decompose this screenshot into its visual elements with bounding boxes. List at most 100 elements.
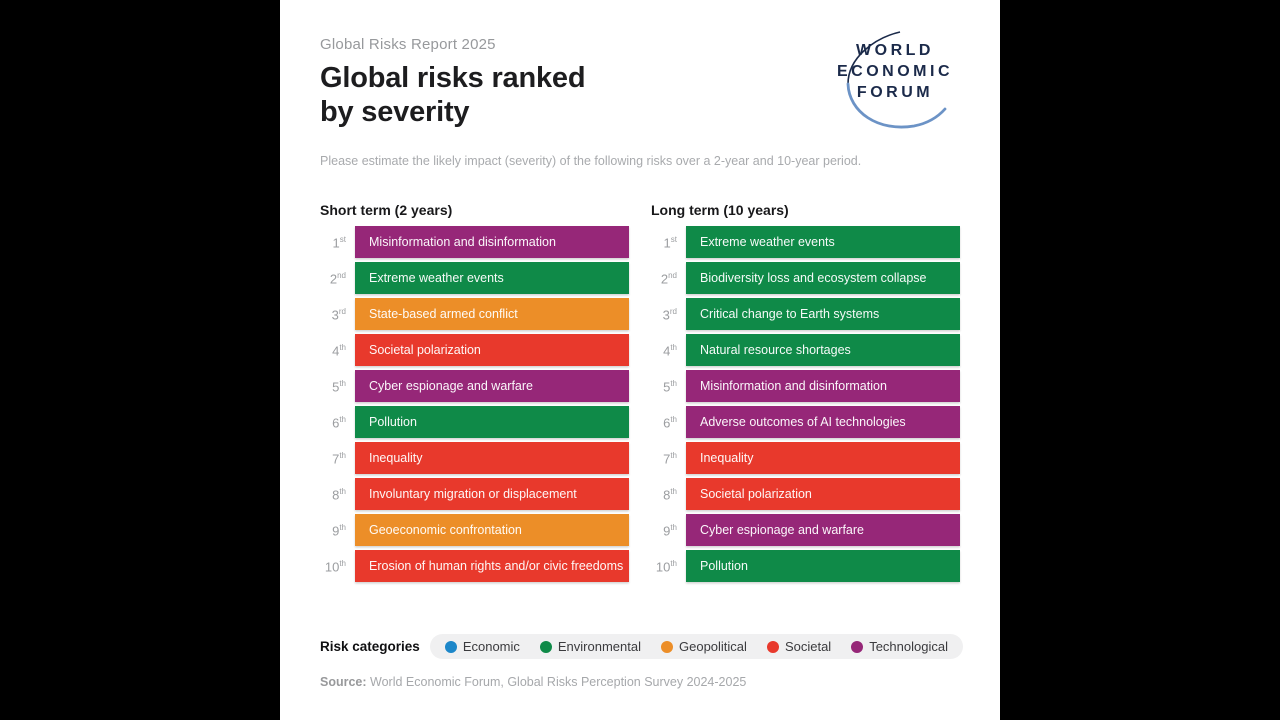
rank-label: 1st	[332, 234, 346, 250]
risk-row: 1st Extreme weather events	[651, 226, 960, 259]
wef-swoosh-icon	[846, 31, 947, 129]
source-text: World Economic Forum, Global Risks Perce…	[366, 675, 747, 690]
risk-label: Adverse outcomes of AI technologies	[700, 415, 906, 430]
risk-label: Involuntary migration or displacement	[369, 487, 577, 502]
risk-label: Critical change to Earth systems	[700, 307, 880, 322]
risk-row: 3rd State-based armed conflict	[320, 298, 629, 331]
risk-bar: Cyber espionage and warfare	[686, 514, 960, 547]
column-heading-long-term: Long term (10 years)	[651, 202, 789, 219]
source-line: Source: World Economic Forum, Global Ris…	[320, 675, 960, 689]
risk-bar: Misinformation and disinformation	[686, 370, 960, 403]
ranking-columns: Short term (2 years) 1st Misinformation …	[320, 202, 960, 583]
risk-bar: Biodiversity loss and ecosystem collapse	[686, 262, 960, 295]
legend-item-societal: Societal	[766, 639, 831, 654]
risk-row: 3rd Critical change to Earth systems	[651, 298, 960, 331]
risk-row: 4th Societal polarization	[320, 334, 629, 367]
risk-bar: Pollution	[355, 406, 629, 439]
risk-row: 8th Involuntary migration or displacemen…	[320, 478, 629, 511]
risk-row: 10th Pollution	[651, 550, 960, 583]
risk-row: 7th Inequality	[320, 442, 629, 475]
rank-label: 3rd	[331, 306, 346, 322]
risk-bar: Erosion of human rights and/or civic fre…	[355, 550, 629, 583]
legend-item-environmental: Environmental	[539, 639, 641, 654]
societal-dot-icon	[766, 640, 779, 653]
risk-label: Biodiversity loss and ecosystem collapse	[700, 271, 927, 286]
long-term-rows: 1st Extreme weather events 2nd Biodivers…	[651, 226, 960, 583]
risk-row: 5th Cyber espionage and warfare	[320, 370, 629, 403]
infographic-panel: Global Risks Report 2025 Global risks ra…	[280, 0, 1000, 720]
rank-label: 7th	[663, 450, 677, 466]
header-text: Global Risks Report 2025 Global risks ra…	[320, 36, 586, 129]
risk-bar: Inequality	[355, 442, 629, 475]
rank-label: 4th	[332, 342, 346, 358]
page-title-line1: Global risks ranked	[320, 62, 586, 94]
risk-label: Pollution	[369, 415, 417, 430]
risk-row: 5th Misinformation and disinformation	[651, 370, 960, 403]
legend-item-technological: Technological	[851, 639, 948, 654]
legend-pill: Economic Environmental Geopolitical Soci…	[429, 634, 963, 660]
risk-bar: Involuntary migration or displacement	[355, 478, 629, 511]
risk-row: 10th Erosion of human rights and/or civi…	[320, 550, 629, 583]
risk-bar: Societal polarization	[686, 478, 960, 511]
risk-row: 4th Natural resource shortages	[651, 334, 960, 367]
risk-bar: Inequality	[686, 442, 960, 475]
economic-dot-icon	[444, 640, 457, 653]
wef-logo-text: WORLD ECONOMIC FORUM	[837, 42, 953, 101]
column-heading-short-term: Short term (2 years)	[320, 202, 453, 219]
column-long-term: Long term (10 years) 1st Extreme weather…	[651, 202, 960, 583]
risk-bar: Cyber espionage and warfare	[355, 370, 629, 403]
rank-label: 9th	[332, 522, 346, 538]
rank-label: 4th	[663, 342, 677, 358]
legend: Risk categories Economic Environmental G…	[320, 634, 963, 660]
risk-bar: Natural resource shortages	[686, 334, 960, 367]
risk-label: Misinformation and disinformation	[369, 235, 556, 250]
risk-label: Natural resource shortages	[700, 343, 851, 358]
risk-label: Pollution	[700, 559, 748, 574]
rank-label: 10th	[324, 558, 346, 574]
risk-label: Misinformation and disinformation	[700, 379, 887, 394]
geopolitical-dot-icon	[661, 640, 673, 653]
rank-label: 8th	[663, 486, 677, 502]
risk-label: Extreme weather events	[700, 235, 835, 250]
rank-label: 1st	[663, 234, 677, 250]
legend-item-economic: Economic	[444, 639, 520, 654]
risk-row: 6th Adverse outcomes of AI technologies	[651, 406, 960, 439]
risk-row: 6th Pollution	[320, 406, 629, 439]
risk-bar: Misinformation and disinformation	[355, 226, 629, 259]
rank-label: 9th	[663, 522, 677, 538]
risk-bar: Critical change to Earth systems	[686, 298, 960, 331]
header: Global Risks Report 2025 Global risks ra…	[320, 31, 960, 129]
risk-bar: Societal polarization	[355, 334, 629, 367]
rank-label: 8th	[332, 486, 346, 502]
rank-label: 7th	[332, 450, 346, 466]
source-label: Source:	[320, 675, 367, 690]
risk-bar: Pollution	[686, 550, 960, 583]
risk-label: Erosion of human rights and/or civic fre…	[369, 559, 624, 574]
wef-logo: WORLD ECONOMIC FORUM	[826, 30, 964, 129]
risk-bar: State-based armed conflict	[355, 298, 629, 331]
rank-label: 10th	[655, 558, 677, 574]
risk-row: 2nd Biodiversity loss and ecosystem coll…	[651, 262, 960, 295]
report-name: Global Risks Report 2025	[320, 36, 496, 53]
risk-bar: Extreme weather events	[686, 226, 960, 259]
environmental-dot-icon	[539, 640, 552, 653]
risk-label: Societal polarization	[369, 343, 481, 358]
risk-label: Societal polarization	[700, 487, 812, 502]
risk-row: 1st Misinformation and disinformation	[320, 226, 629, 259]
risk-label: Cyber espionage and warfare	[369, 379, 533, 394]
risk-label: State-based armed conflict	[369, 307, 518, 322]
risk-label: Extreme weather events	[369, 271, 504, 286]
survey-question: Please estimate the likely impact (sever…	[320, 154, 862, 169]
legend-item-geopolitical: Geopolitical	[661, 639, 747, 654]
risk-row: 7th Inequality	[651, 442, 960, 475]
rank-label: 3rd	[662, 306, 677, 322]
risk-bar: Adverse outcomes of AI technologies	[686, 406, 960, 439]
rank-label: 5th	[663, 378, 677, 394]
page-title: Global risks ranked by severity	[320, 62, 586, 129]
risk-label: Inequality	[369, 451, 423, 466]
risk-bar: Extreme weather events	[355, 262, 629, 295]
rank-label: 6th	[663, 414, 677, 430]
risk-row: 9th Geoeconomic confrontation	[320, 514, 629, 547]
rank-label: 6th	[332, 414, 346, 430]
short-term-rows: 1st Misinformation and disinformation 2n…	[320, 226, 629, 583]
